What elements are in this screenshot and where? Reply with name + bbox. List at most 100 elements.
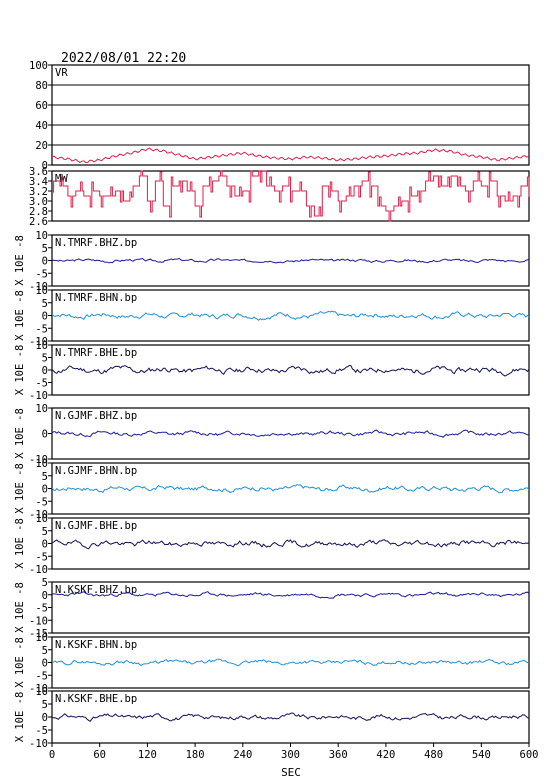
x-tick-label: 420 [376, 749, 395, 761]
panel-label: N.GJMF.BHN.bp [55, 465, 137, 477]
x-axis: 0 60 120 180 240 300 360 420 480 540 600 [49, 743, 539, 761]
y-tick-label: 0 [42, 160, 48, 172]
y-tick-label: -10 [29, 336, 48, 348]
y-tick-label: 10 [35, 632, 48, 644]
y-tick-label: 20 [35, 140, 48, 152]
x-axis-label: SEC [281, 766, 301, 779]
series-line-gjmf_bhz [51, 429, 530, 438]
panel-label: N.KSKF.BHN.bp [55, 639, 137, 651]
y-tick-label: 60 [35, 100, 48, 112]
y-axis-label: X 10E -8 [14, 345, 26, 396]
panel-kskf_bhz: -15-10-505 X 10E -8 N.KSKF.BHZ.bp [14, 577, 530, 640]
y-tick-label: 2.6 [29, 216, 48, 228]
y-tick-label: 10 [35, 513, 48, 525]
x-tick-label: 480 [424, 749, 443, 761]
series-line-tmrf_bhz [51, 257, 530, 264]
y-tick-label: 5 [42, 645, 48, 657]
x-tick-label: 540 [472, 749, 491, 761]
y-tick-label: 2.8 [29, 206, 48, 218]
x-tick-label: 300 [281, 749, 300, 761]
series-line-gjmf_bhn [51, 484, 530, 494]
y-tick-label: 0 [42, 256, 48, 268]
y-tick-label: 10 [35, 230, 48, 242]
y-tick-label: 0 [42, 484, 48, 496]
x-tick-label: 120 [138, 749, 157, 761]
y-tick-label: -5 [35, 551, 48, 563]
y-tick-label: -5 [35, 378, 48, 390]
y-tick-label: -10 [29, 564, 48, 576]
panel-label: N.TMRF.BHN.bp [55, 292, 137, 304]
panel-frame [51, 64, 530, 166]
series-line-kskf_bhn [51, 658, 530, 667]
panel-label: VR [55, 67, 68, 79]
y-axis-label: X 10E -8 [14, 463, 26, 514]
y-tick-label: -15 [29, 628, 48, 640]
chart-timestamp: 2022/08/01 22:20 [61, 51, 186, 66]
panel-mw: 2.62.83.03.23.43.6MW [29, 166, 530, 228]
y-tick-label: -5 [35, 725, 48, 737]
y-axis-label: X 10E -8 [14, 518, 26, 569]
series-line-mw [52, 170, 530, 222]
y-tick-label: 5 [42, 353, 48, 365]
y-tick-label: 10 [35, 340, 48, 352]
x-tick-label: 600 [520, 749, 539, 761]
y-tick-label: -10 [29, 683, 48, 695]
y-tick-label: 3.6 [29, 166, 48, 178]
y-tick-label: 0 [42, 365, 48, 377]
y-axis-label: X 10E -8 [14, 692, 26, 743]
y-tick-label: 0 [42, 590, 48, 602]
y-tick-label: 5 [42, 471, 48, 483]
y-tick-label: -5 [35, 603, 48, 615]
y-tick-label: -5 [35, 268, 48, 280]
panel-label: N.GJMF.BHE.bp [55, 520, 137, 532]
y-tick-label: 80 [35, 80, 48, 92]
series-line-vr [51, 147, 530, 164]
y-axis-label: X 10E -8 [14, 637, 26, 688]
y-axis-label: X 10E -8 [14, 582, 26, 633]
y-tick-label: 5 [42, 577, 48, 589]
y-tick-label: 0 [42, 429, 48, 441]
y-tick-label: 40 [35, 120, 48, 132]
y-tick-label: 0 [42, 311, 48, 323]
x-tick-label: 180 [186, 749, 205, 761]
y-tick-label: -10 [29, 615, 48, 627]
x-tick-label: 360 [329, 749, 348, 761]
y-tick-label: -5 [35, 323, 48, 335]
y-tick-label: 0 [42, 539, 48, 551]
y-tick-label: 5 [42, 243, 48, 255]
y-tick-label: 10 [35, 403, 48, 415]
y-tick-label: -10 [29, 281, 48, 293]
y-tick-label: -10 [29, 390, 48, 402]
y-axis-label: X 10E -8 [14, 235, 26, 286]
y-tick-label: 0 [42, 712, 48, 724]
y-axis-label: X 10E -8 [14, 408, 26, 459]
y-tick-label: -10 [29, 509, 48, 521]
y-tick-label: -5 [35, 496, 48, 508]
y-tick-label: 10 [35, 686, 48, 698]
y-tick-label: 0 [42, 658, 48, 670]
panel-label: N.TMRF.BHE.bp [55, 347, 137, 359]
panel-label: N.TMRF.BHZ.bp [55, 237, 137, 249]
y-tick-label: 5 [42, 699, 48, 711]
x-tick-label: 0 [49, 749, 55, 761]
y-tick-label: 3.0 [29, 196, 48, 208]
panel-gjmf_bhz: -10 0 10 X 10E -8 N.GJMF.BHZ.bp [14, 403, 530, 466]
panel-vr: 0 20 40 60 80 100 VR [29, 60, 530, 172]
y-tick-label: -5 [35, 670, 48, 682]
y-axis-label: X 10E -8 [14, 290, 26, 341]
y-tick-label: 5 [42, 298, 48, 310]
series-line-gjmf_bhe [51, 539, 530, 550]
panel-label: N.KSKF.BHE.bp [55, 693, 137, 705]
series-line-tmrf_bhe [51, 364, 530, 377]
y-tick-label: -10 [29, 738, 48, 750]
y-tick-label: 10 [35, 285, 48, 297]
series-line-tmrf_bhn [51, 310, 530, 321]
series-line-kskf_bhe [51, 712, 530, 722]
series-line-kskf_bhz [51, 591, 530, 599]
